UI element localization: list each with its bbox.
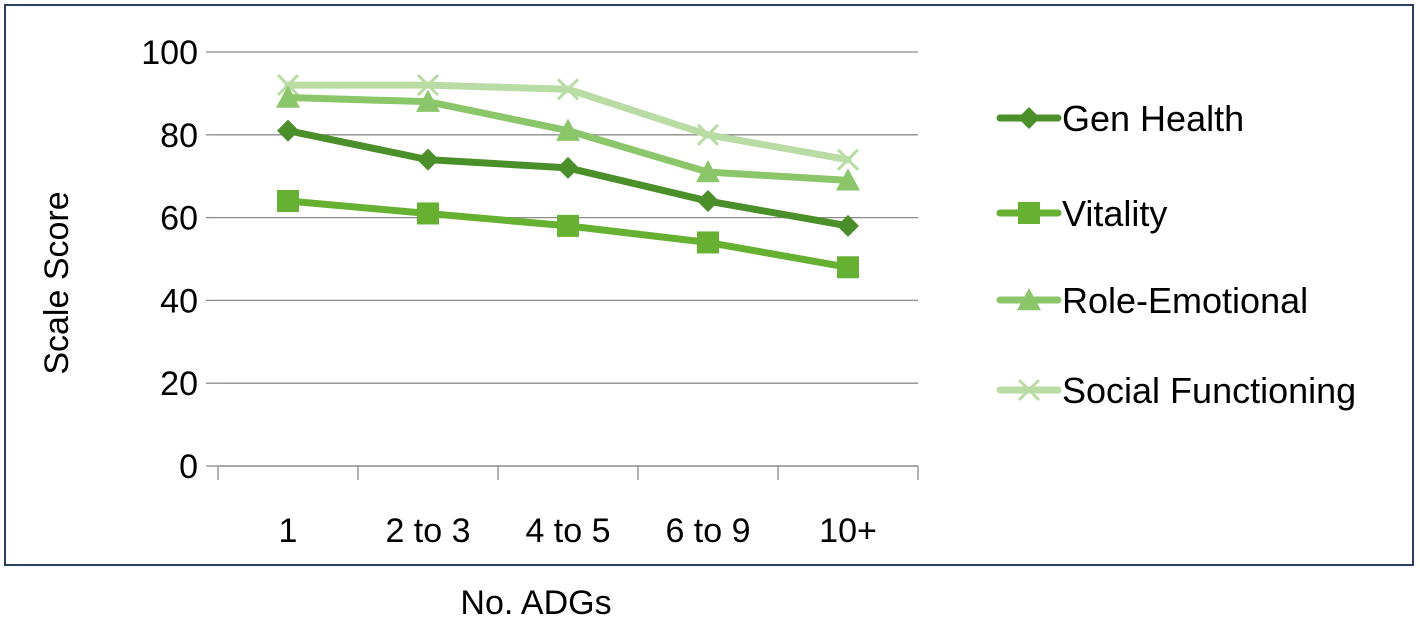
series-lines	[276, 74, 860, 279]
legend-item-gen-health: Gen Health	[996, 98, 1244, 139]
data-point-vitality	[557, 214, 579, 237]
data-point-social-functioning	[696, 123, 720, 146]
data-point-vitality	[277, 190, 299, 213]
series-gen-health	[277, 119, 859, 237]
legend-item-vitality: Vitality	[996, 193, 1167, 234]
series-role-emotional	[276, 85, 860, 191]
data-point-social-functioning	[416, 74, 440, 97]
data-point-gen-health	[837, 214, 859, 237]
data-point-vitality	[697, 231, 719, 254]
x-tick-label: 2 to 3	[385, 512, 470, 550]
data-point-gen-health	[277, 119, 299, 142]
tick-labels: 0 20 40 60 80 100 1 2 to 3 4 to 5 6 to 9 10+	[141, 34, 877, 550]
data-point-vitality	[837, 256, 859, 279]
legend-item-social-functioning: Social Functioning	[996, 370, 1356, 411]
y-axis-title: Scale Score	[38, 191, 76, 374]
data-point-social-functioning	[556, 78, 580, 101]
legend-marker	[1017, 288, 1041, 311]
series-social-functioning	[276, 74, 860, 171]
legend-marker	[1018, 202, 1040, 224]
y-tick-label: 80	[160, 117, 198, 155]
data-point-role-emotional	[276, 85, 300, 108]
data-point-role-emotional	[556, 118, 580, 141]
legend-label: Vitality	[1062, 193, 1167, 234]
x-tick-label: 6 to 9	[665, 512, 750, 550]
legend-label: Gen Health	[1062, 98, 1244, 139]
y-tick-label: 40	[160, 282, 198, 320]
data-point-social-functioning	[836, 148, 860, 171]
legend-label: Role-Emotional	[1062, 280, 1308, 321]
axes	[206, 51, 919, 480]
legend-marker	[1017, 378, 1041, 402]
x-tick-label: 1	[279, 512, 298, 550]
data-point-gen-health	[557, 156, 579, 179]
data-point-role-emotional	[696, 160, 720, 183]
legend-item-role-emotional: Role-Emotional	[996, 280, 1308, 321]
data-point-vitality	[417, 202, 439, 225]
data-point-role-emotional	[836, 168, 860, 191]
y-tick-label: 20	[160, 365, 198, 403]
legend: Gen Health Vitality Role-Emotional Social F…	[996, 98, 1356, 411]
data-point-gen-health	[697, 190, 719, 213]
x-tick-label: 4 to 5	[525, 512, 610, 550]
data-point-role-emotional	[416, 89, 440, 112]
x-tick-label: 10+	[819, 512, 877, 550]
data-point-social-functioning	[276, 74, 300, 97]
x-axis-title: No. ADGs	[460, 584, 611, 622]
legend-label: Social Functioning	[1062, 370, 1356, 411]
series-vitality	[277, 190, 859, 279]
y-tick-label: 100	[141, 34, 198, 72]
chart-frame	[4, 4, 1414, 566]
y-tick-label: 0	[179, 448, 198, 486]
legend-marker	[1018, 107, 1040, 129]
data-point-gen-health	[417, 148, 439, 171]
y-tick-label: 60	[160, 200, 198, 238]
